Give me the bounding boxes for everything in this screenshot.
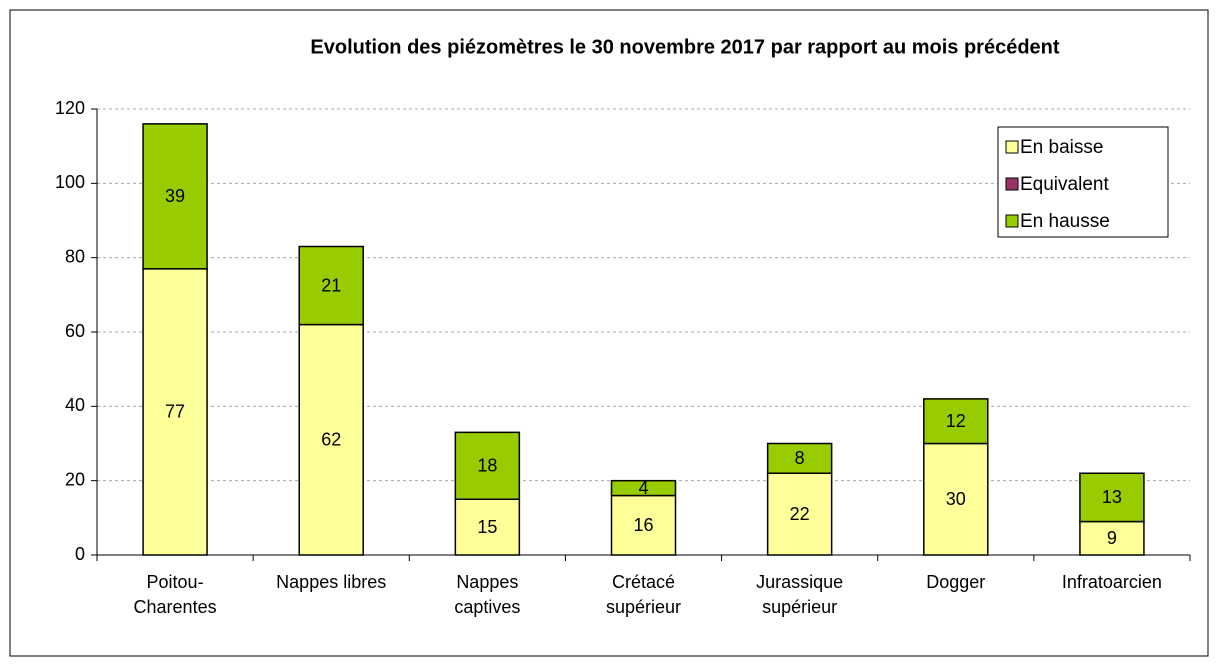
data-label: 30 bbox=[946, 489, 966, 509]
chart-title: Evolution des piézomètres le 30 novembre… bbox=[310, 36, 1059, 58]
legend-swatch bbox=[1005, 177, 1019, 191]
data-label: 16 bbox=[633, 515, 653, 535]
legend-label: En hausse bbox=[1020, 211, 1110, 232]
y-tick-label: 20 bbox=[65, 469, 85, 489]
x-tick-label: Jurassique supérieur bbox=[756, 572, 844, 617]
x-tick-label: Dogger bbox=[926, 572, 986, 592]
y-tick-label: 120 bbox=[55, 98, 85, 118]
data-label: 15 bbox=[477, 517, 497, 537]
bar-segment bbox=[766, 442, 833, 474]
y-tick-label: 0 bbox=[75, 544, 85, 564]
data-label: 62 bbox=[321, 430, 341, 450]
data-label: 4 bbox=[638, 478, 648, 498]
bar-segment bbox=[142, 268, 208, 556]
x-tick-label: Crétacé supérieur bbox=[605, 572, 682, 617]
y-tick-label: 80 bbox=[65, 246, 85, 266]
data-label: 39 bbox=[165, 186, 185, 206]
legend-swatch bbox=[1005, 214, 1019, 228]
chart-border bbox=[9, 9, 1209, 657]
x-tick-label: Nappes captives bbox=[454, 572, 521, 617]
data-label: 22 bbox=[790, 504, 810, 524]
bar-segment bbox=[142, 123, 208, 270]
bar-segment bbox=[1079, 520, 1145, 556]
data-label: 8 bbox=[795, 448, 805, 468]
data-label: 9 bbox=[1107, 528, 1117, 548]
legend-swatch bbox=[1005, 140, 1019, 154]
x-tick-label: Nappes libres bbox=[276, 572, 387, 592]
bar-segment bbox=[298, 245, 364, 326]
bar-segment bbox=[454, 498, 521, 556]
legend-box bbox=[997, 126, 1169, 238]
bar-segment bbox=[923, 398, 989, 445]
legend-label: Equivalent bbox=[1020, 174, 1109, 195]
y-tick-label: 100 bbox=[55, 172, 85, 192]
data-label: 13 bbox=[1102, 487, 1122, 507]
legend-label: En baisse bbox=[1020, 137, 1103, 158]
data-label: 18 bbox=[477, 456, 497, 476]
y-tick-label: 60 bbox=[65, 321, 85, 341]
bar-segment bbox=[766, 472, 833, 556]
bar-segment bbox=[610, 494, 677, 556]
bar-segment bbox=[454, 431, 521, 501]
y-tick-label: 40 bbox=[65, 395, 85, 415]
data-label: 12 bbox=[946, 411, 966, 431]
x-tick-label: Poitou- Charentes bbox=[133, 572, 217, 617]
bar-segment bbox=[610, 479, 677, 497]
data-label: 77 bbox=[165, 402, 185, 422]
x-tick-label: Infratoarcien bbox=[1061, 572, 1162, 592]
data-label: 21 bbox=[321, 275, 341, 295]
bar-segment bbox=[1079, 472, 1145, 523]
